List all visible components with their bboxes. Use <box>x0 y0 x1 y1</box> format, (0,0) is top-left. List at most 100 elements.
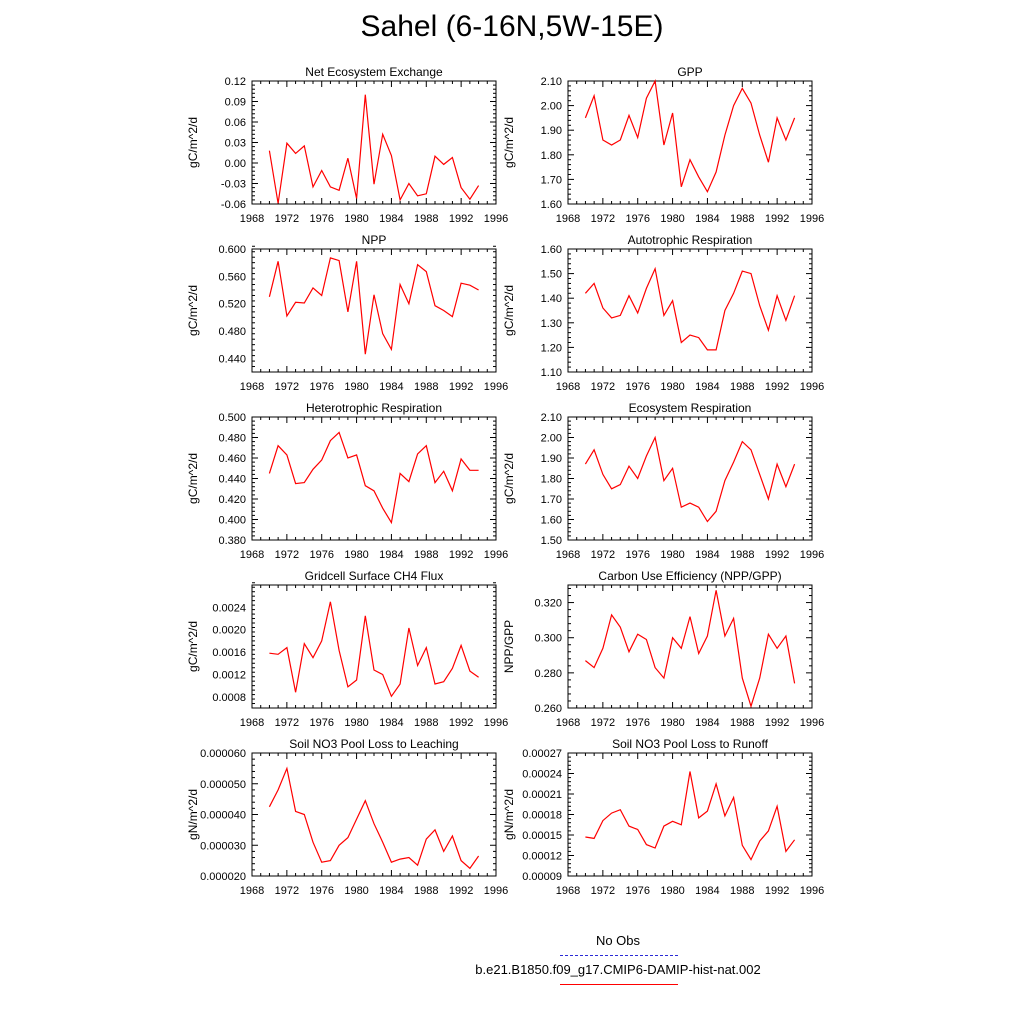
x-tick-label: 1968 <box>240 717 264 729</box>
y-tick-label: 0.12 <box>225 76 246 88</box>
series-line <box>268 766 480 870</box>
x-tick-label: 1992 <box>765 549 789 561</box>
series-line <box>268 257 479 355</box>
x-tick-label: 1976 <box>625 717 649 729</box>
x-tick-label: 1996 <box>800 549 824 561</box>
y-tick-label: 2.00 <box>541 101 562 113</box>
x-tick-label: 1972 <box>275 717 299 729</box>
x-tick-label: 1996 <box>800 213 824 225</box>
x-tick-label: 1968 <box>556 381 580 393</box>
y-tick-label: 0.09 <box>225 97 246 109</box>
series-line <box>269 601 479 698</box>
plot-frame <box>567 416 813 541</box>
y-tick-label: 0.00018 <box>522 810 562 822</box>
y-tick-label: 0.00 <box>225 158 246 170</box>
x-tick-label: 1988 <box>730 717 754 729</box>
x-tick-label: 1972 <box>591 381 615 393</box>
x-tick-label: 1984 <box>695 885 719 897</box>
y-tick-label: 0.00021 <box>522 789 562 801</box>
y-axis-label: NPP/GPP <box>502 620 516 673</box>
y-tick-label: 0.280 <box>534 668 562 680</box>
x-tick-label: 1976 <box>625 213 649 225</box>
x-tick-label: 1968 <box>556 549 580 561</box>
y-tick-label: 0.260 <box>534 703 562 715</box>
y-tick-label: 1.90 <box>541 125 562 137</box>
chart-panel-4: Autotrophic Respiration gC/m^2/d 1968 1972 1… <box>502 233 824 393</box>
panel-title: Soil NO3 Pool Loss to Runoff <box>612 737 769 751</box>
x-tick-label: 1992 <box>765 717 789 729</box>
y-axis-label: gC/m^2/d <box>186 117 200 168</box>
x-tick-label: 1976 <box>309 213 333 225</box>
x-tick-label: 1980 <box>660 213 684 225</box>
series-line <box>585 590 796 709</box>
y-axis-label: gC/m^2/d <box>186 621 200 672</box>
y-tick-label: 0.0020 <box>212 625 246 637</box>
series-line <box>584 79 796 194</box>
chart-panel-6: Ecosystem Respiration gC/m^2/d 1968 1972 197… <box>502 401 824 561</box>
y-tick-label: 0.0016 <box>212 647 246 659</box>
x-tick-label: 1984 <box>695 381 719 393</box>
x-tick-label: 1988 <box>730 213 754 225</box>
chart-panel-7: Gridcell Surface CH4 Flux gC/m^2/d 1968 197… <box>186 569 508 729</box>
x-tick-label: 1968 <box>240 381 264 393</box>
y-tick-label: 0.00027 <box>522 748 562 760</box>
y-tick-label: 0.06 <box>225 117 246 129</box>
x-tick-label: 1988 <box>730 885 754 897</box>
x-tick-label: 1976 <box>625 549 649 561</box>
x-tick-label: 1968 <box>556 213 580 225</box>
y-tick-label: 0.300 <box>534 633 562 645</box>
plot-frame <box>567 80 813 205</box>
x-tick-label: 1972 <box>591 213 615 225</box>
x-tick-label: 1992 <box>765 381 789 393</box>
x-tick-label: 1996 <box>484 381 508 393</box>
x-tick-label: 1972 <box>591 717 615 729</box>
y-tick-label: 1.80 <box>541 150 562 162</box>
chart-panel-5: Heterotrophic Respiration gC/m^2/d 1968 197… <box>186 401 508 561</box>
chart-panel-2: GPP gC/m^2/d 1968 1972 1976 1980 1984 1988 1992 1… <box>502 65 824 225</box>
x-tick-label: 1972 <box>275 885 299 897</box>
y-tick-label: 0.000020 <box>200 871 246 883</box>
y-tick-label: 0.00012 <box>522 851 562 863</box>
y-tick-label: -0.03 <box>221 179 246 191</box>
y-tick-label: 0.600 <box>218 244 246 256</box>
y-tick-label: 1.50 <box>541 269 562 281</box>
y-tick-label: 0.560 <box>218 271 246 283</box>
y-axis-label: gC/m^2/d <box>186 453 200 504</box>
x-tick-label: 1980 <box>660 885 684 897</box>
y-axis-label: gC/m^2/d <box>186 285 200 336</box>
x-tick-label: 1968 <box>240 213 264 225</box>
y-tick-label: 0.420 <box>218 494 246 506</box>
x-tick-label: 1972 <box>591 885 615 897</box>
series-line <box>584 266 796 351</box>
chart-panel-1: Net Ecosystem Exchange gC/m^2/d 1968 1972 19… <box>186 65 508 225</box>
series-line <box>585 771 796 861</box>
x-tick-label: 1992 <box>765 213 789 225</box>
x-tick-label: 1968 <box>556 717 580 729</box>
y-tick-label: -0.06 <box>221 199 246 211</box>
y-tick-label: 0.400 <box>218 515 246 527</box>
x-tick-label: 1972 <box>275 213 299 225</box>
x-tick-label: 1980 <box>344 549 368 561</box>
chart-panel-10: Soil NO3 Pool Loss to Runoff gN/m^2/d 1968… <box>502 737 824 897</box>
y-tick-label: 1.60 <box>541 515 562 527</box>
x-tick-label: 1984 <box>379 381 403 393</box>
x-tick-label: 1980 <box>344 381 368 393</box>
x-tick-label: 1988 <box>414 717 438 729</box>
x-tick-label: 1984 <box>379 717 403 729</box>
chart-panel-8: Carbon Use Efficiency (NPP/GPP) NPP/GPP 19… <box>502 569 824 729</box>
legend-model-line <box>560 984 678 985</box>
panel-title: GPP <box>677 65 702 79</box>
y-tick-label: 0.440 <box>218 474 246 486</box>
y-axis-label: gC/m^2/d <box>502 285 516 336</box>
y-tick-label: 0.03 <box>225 138 246 150</box>
x-tick-label: 1984 <box>695 213 719 225</box>
x-tick-label: 1984 <box>695 549 719 561</box>
y-tick-label: 0.500 <box>218 412 246 424</box>
legend-obs-line <box>560 955 678 956</box>
x-tick-label: 1976 <box>309 717 333 729</box>
panel-title: Ecosystem Respiration <box>629 401 752 415</box>
y-tick-label: 0.00009 <box>522 871 562 883</box>
panel-title: Autotrophic Respiration <box>628 233 753 247</box>
x-tick-label: 1988 <box>730 549 754 561</box>
x-tick-label: 1988 <box>414 381 438 393</box>
